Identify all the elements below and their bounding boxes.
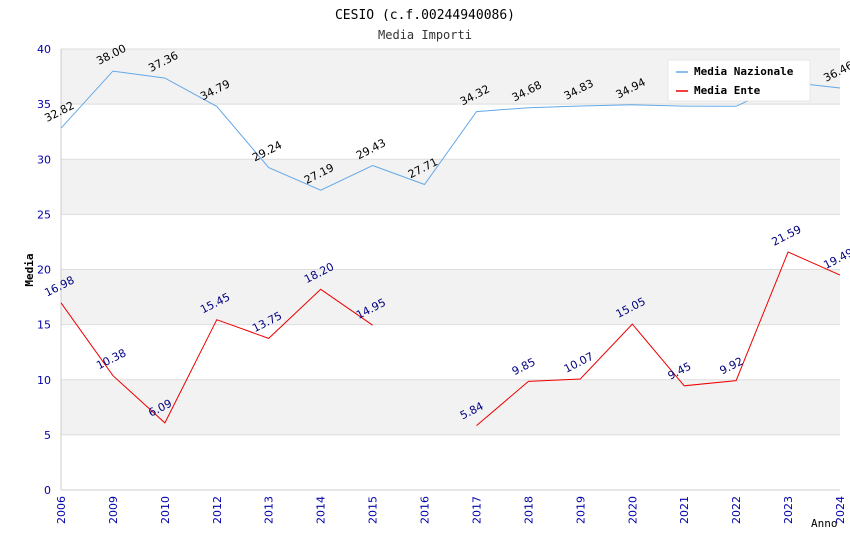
series-line-media-ente	[60, 288, 373, 424]
y-tick-label: 25	[37, 208, 51, 221]
x-axis-tick-labels: 2006 2009 2010 2012 2013 2014 2015 2016 2017 2018…	[55, 496, 847, 524]
x-tick-label: 2014	[315, 496, 328, 524]
x-tick-label: 2023	[782, 496, 795, 524]
data-label-media-ente: 21.59	[770, 223, 804, 249]
data-label-media-ente: 9.85	[510, 355, 538, 378]
x-tick-label: 2009	[107, 496, 120, 524]
series-lines	[60, 70, 841, 426]
chart-subtitle: Media Importi	[378, 28, 472, 42]
legend-label-media-ente: Media Ente	[694, 84, 761, 97]
axes	[60, 49, 840, 491]
x-tick-label: 2006	[55, 496, 68, 524]
x-axis-title: Anno	[811, 517, 838, 530]
x-tick-label: 2024	[834, 496, 847, 524]
x-tick-label: 2017	[470, 496, 483, 524]
x-tick-label: 2019	[574, 496, 587, 524]
x-tick-label: 2010	[159, 496, 172, 524]
y-tick-label: 40	[37, 43, 51, 56]
y-tick-label: 35	[37, 98, 51, 111]
y-tick-label: 5	[44, 429, 51, 442]
data-label-media-ente: 9.45	[666, 360, 694, 383]
plot-background-bands	[61, 49, 840, 435]
y-tick-label: 10	[37, 374, 51, 387]
data-label-media-ente: 9.92	[718, 355, 746, 378]
x-tick-label: 2016	[419, 496, 432, 524]
legend-box	[667, 59, 811, 102]
grid-band	[61, 269, 840, 325]
grid-band	[61, 159, 840, 215]
series-line-media-nazionale	[60, 70, 841, 191]
series-line-media-ente	[476, 251, 841, 426]
y-tick-label: 15	[37, 319, 51, 332]
x-tick-label: 2022	[730, 496, 743, 524]
data-label-media-ente: 10.07	[562, 350, 596, 376]
y-axis-title: Media	[23, 253, 36, 286]
x-tick-label: 2013	[263, 496, 276, 524]
data-label-media-nazionale: 29.43	[354, 136, 388, 162]
data-label-media-ente: 10.38	[94, 346, 128, 372]
x-tick-label: 2021	[678, 496, 691, 524]
legend-label-media-nazionale: Media Nazionale	[694, 65, 794, 78]
grid-lines	[61, 48, 840, 436]
y-tick-label: 30	[37, 153, 51, 166]
y-axis-tick-labels: 0 5 10 15 20 25 30 35 40	[37, 43, 51, 497]
x-tick-label: 2015	[367, 496, 380, 524]
data-label-media-ente: 19.49	[821, 246, 850, 272]
x-tick-label: 2020	[626, 496, 639, 524]
y-tick-label: 20	[37, 264, 51, 277]
chart-title: CESIO (c.f.00244940086)	[335, 8, 515, 23]
x-tick-label: 2012	[211, 496, 224, 524]
legend: Media Nazionale Media Ente	[667, 59, 811, 102]
x-tick-label: 2018	[522, 496, 535, 524]
grid-band	[61, 379, 840, 435]
y-tick-label: 0	[44, 484, 51, 497]
